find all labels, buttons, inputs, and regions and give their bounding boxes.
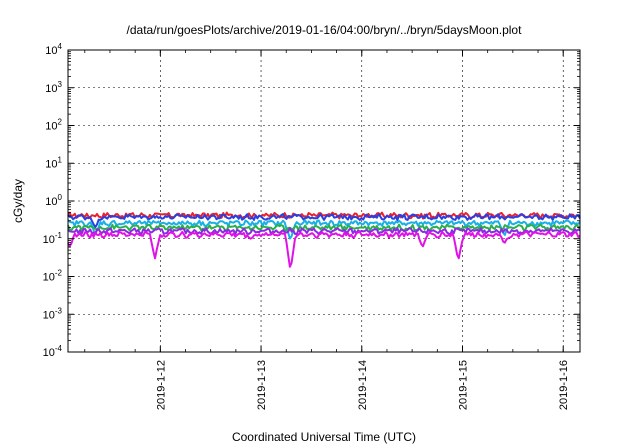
y-tick-label: 10-3 [43, 306, 63, 321]
y-tick-labels: 10-4 10-3 10-2 10-1 100 101 102 103 104 [43, 42, 63, 359]
series-layer [67, 211, 581, 268]
y-axis-label: cGy/day [11, 179, 25, 223]
series-line [67, 230, 581, 268]
y-tick-label: 102 [45, 118, 62, 133]
y-tick-label: 10-2 [43, 269, 63, 284]
series-line [67, 227, 581, 236]
x-axis-label: Coordinated Universal Time (UTC) [232, 430, 416, 444]
y-tick-label: 101 [45, 155, 62, 170]
ticks [68, 49, 580, 353]
series-line [67, 219, 581, 240]
y-tick-label: 103 [45, 80, 62, 95]
x-tick-label: 2019-1-14 [357, 360, 369, 410]
series-line [67, 213, 581, 229]
y-tick-label: 10-4 [43, 344, 63, 359]
x-tick-label: 2019-1-15 [457, 360, 469, 410]
x-tick-label: 2019-1-13 [256, 360, 268, 410]
y-tick-label: 100 [45, 193, 62, 208]
chart-title: /data/run/goesPlots/archive/2019-01-16/0… [127, 23, 523, 37]
x-tick-label: 2019-1-16 [558, 360, 570, 410]
y-tick-label: 10-1 [43, 231, 63, 246]
grid [68, 50, 580, 352]
x-tick-label: 2019-1-12 [155, 360, 167, 410]
y-tick-label: 104 [45, 42, 62, 57]
x-tick-labels: 2019-1-12 2019-1-13 2019-1-14 2019-1-15 2019… [155, 360, 570, 410]
